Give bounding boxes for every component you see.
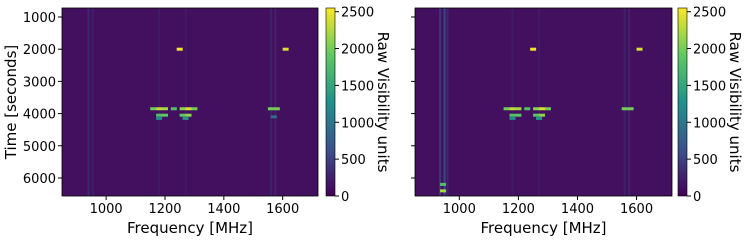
streak — [91, 8, 94, 196]
axes-frame — [61, 7, 319, 197]
x-tick-label: 1400 — [207, 202, 240, 217]
hot-cell — [509, 107, 516, 111]
colorbar-tick-label: 2500 — [693, 6, 726, 21]
colorbar — [677, 7, 688, 197]
colorbar-tick-label: 1500 — [693, 79, 726, 94]
colorbar-tick-label: 1000 — [693, 116, 726, 131]
x-axis-label: Frequency [MHz] — [480, 219, 606, 237]
hot-cell — [536, 116, 543, 120]
hot-cell — [182, 116, 189, 120]
streak — [274, 8, 277, 196]
hot-cell — [503, 107, 510, 111]
streak — [628, 8, 631, 196]
colorbar-tick-label: 500 — [341, 153, 366, 168]
streak — [87, 8, 90, 196]
hot-cell — [533, 107, 540, 111]
heatmap-background — [415, 8, 672, 196]
colorbar-label: Raw Visibility units — [374, 32, 392, 173]
hot-cell — [539, 113, 546, 117]
colorbar-label: Raw Visibility units — [726, 32, 744, 173]
colorbar — [325, 7, 336, 197]
hot-cell — [539, 107, 546, 111]
colorbar-tick-label: 0 — [341, 190, 349, 205]
y-axis-label: Time [seconds] — [2, 45, 20, 161]
streak — [446, 8, 449, 196]
colorbar-tick-label: 2000 — [693, 43, 726, 58]
colorbar-tick-label: 500 — [693, 153, 718, 168]
hot-cell — [530, 47, 537, 51]
hot-cell — [156, 107, 163, 111]
hot-cell — [509, 113, 516, 117]
hot-cell — [176, 47, 183, 51]
y-tick-label: 6000 — [23, 172, 56, 187]
hot-cell — [156, 113, 163, 117]
colorbar-tick-label: 1000 — [341, 116, 374, 131]
y-tick-label: 5000 — [23, 140, 56, 155]
colorbar-tick-label: 0 — [693, 190, 701, 205]
hot-cell — [179, 107, 186, 111]
hot-cell — [185, 113, 192, 117]
hot-cell — [524, 107, 531, 111]
x-tick-label: 1600 — [620, 202, 653, 217]
hot-cell — [191, 107, 198, 111]
streak — [623, 8, 626, 196]
hot-cell — [509, 116, 516, 120]
x-tick-label: 1600 — [266, 202, 299, 217]
streak — [538, 8, 541, 196]
colorbar-tick-label: 1500 — [341, 79, 374, 94]
streak — [439, 8, 442, 196]
hot-cell — [621, 107, 628, 111]
x-tick-label: 1400 — [561, 202, 594, 217]
axes-frame — [414, 7, 673, 197]
hot-cell — [440, 189, 447, 193]
hot-cell — [440, 182, 447, 186]
x-axis-label: Frequency [MHz] — [127, 219, 253, 237]
hot-cell — [267, 107, 274, 111]
hot-cell — [533, 113, 540, 117]
x-tick-label: 1000 — [90, 202, 123, 217]
hot-cell — [270, 115, 277, 119]
hot-cell — [544, 107, 551, 111]
hot-cell — [273, 107, 280, 111]
streak — [184, 8, 187, 196]
hot-cell — [185, 107, 192, 111]
hot-cell — [161, 107, 168, 111]
y-tick-label: 3000 — [23, 75, 56, 90]
hot-cell — [179, 113, 186, 117]
hot-cell — [156, 116, 163, 120]
streak — [158, 8, 161, 196]
colorbar-tick-label: 2000 — [341, 43, 374, 58]
y-tick-label: 2000 — [23, 43, 56, 58]
hot-cell — [282, 47, 289, 51]
x-tick-label: 1200 — [502, 202, 535, 217]
y-tick-label: 4000 — [23, 108, 56, 123]
x-tick-label: 1000 — [443, 202, 476, 217]
hot-cell — [515, 107, 522, 111]
colorbar-tick-label: 2500 — [341, 6, 374, 21]
hot-cell — [636, 47, 643, 51]
heatmap-background — [62, 8, 318, 196]
hot-cell — [150, 107, 157, 111]
streak — [511, 8, 514, 196]
hot-cell — [161, 113, 168, 117]
x-tick-label: 1200 — [148, 202, 181, 217]
streak — [269, 8, 272, 196]
hot-cell — [170, 107, 177, 111]
streak — [443, 8, 446, 196]
hot-cell — [627, 107, 634, 111]
y-tick-label: 1000 — [23, 11, 56, 26]
hot-cell — [515, 113, 522, 117]
